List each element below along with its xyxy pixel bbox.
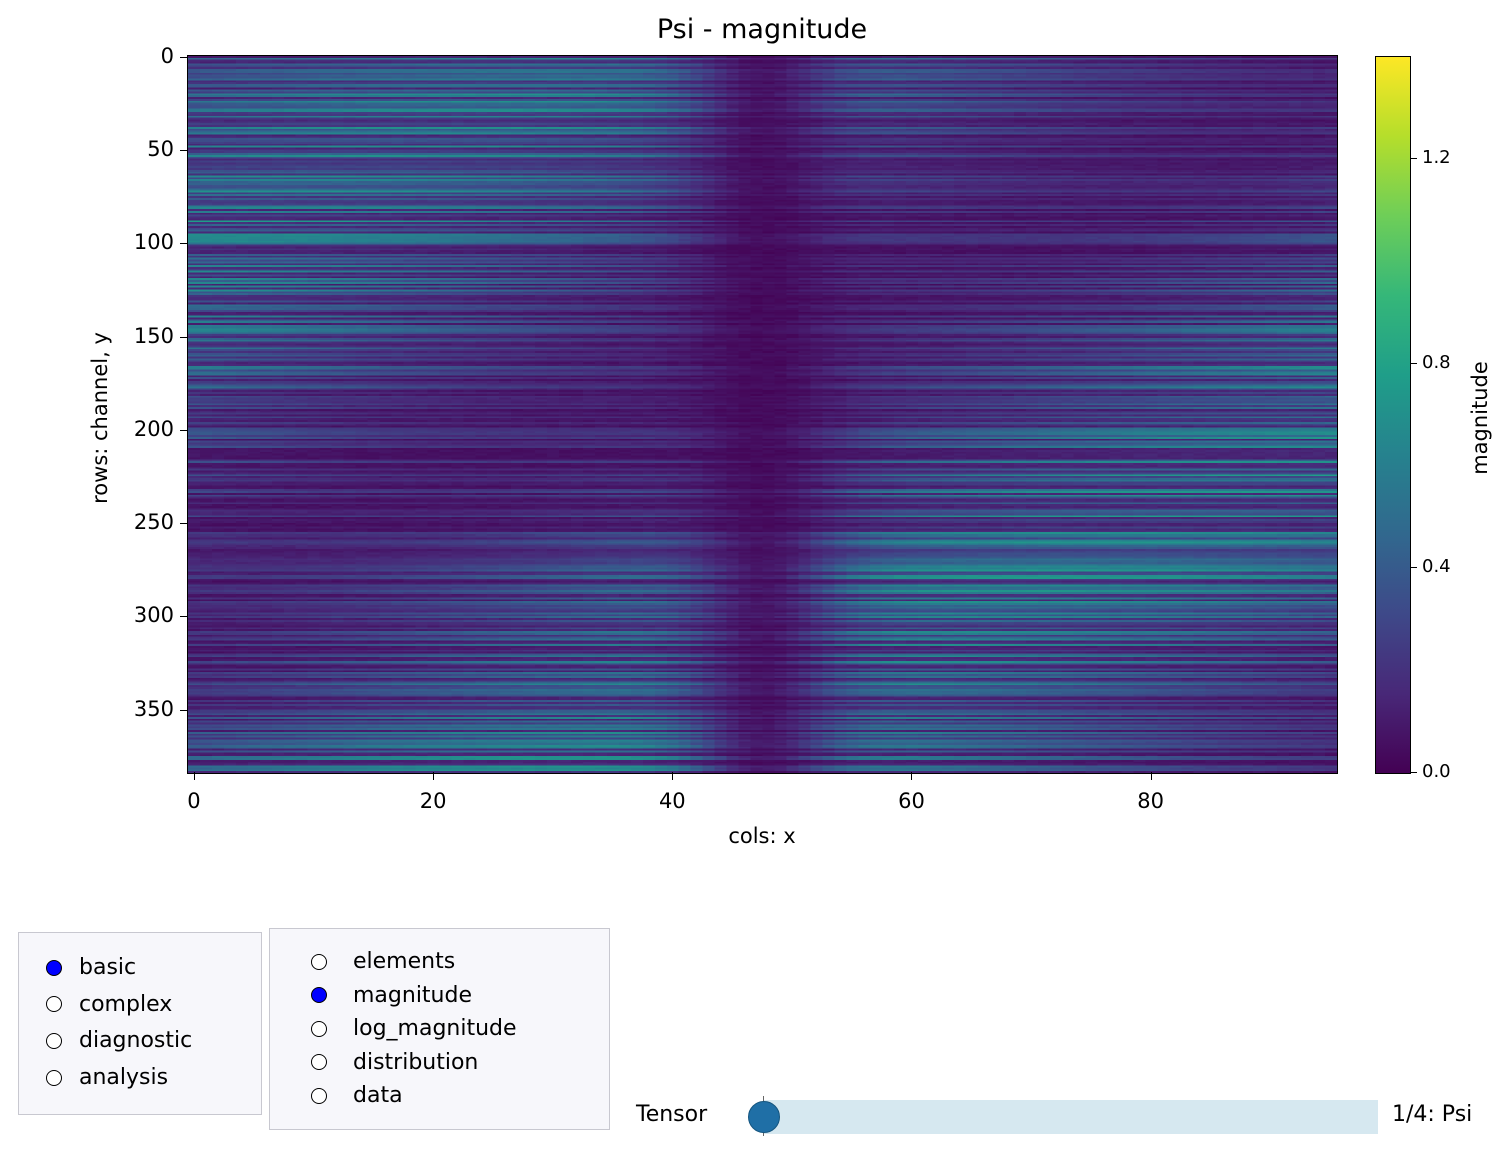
y-tick-label: 0 bbox=[160, 43, 174, 68]
radio-label: analysis bbox=[79, 1065, 169, 1091]
radio-button-icon[interactable] bbox=[46, 1069, 62, 1086]
x-tick-label: 60 bbox=[898, 789, 925, 813]
plot-radio-magnitude[interactable]: magnitude bbox=[311, 983, 472, 1008]
plot-radio-distribution[interactable]: distribution bbox=[311, 1050, 478, 1075]
y-tick-mark bbox=[180, 429, 188, 431]
x-tick-mark bbox=[193, 772, 195, 780]
tensor-slider-track[interactable] bbox=[764, 1100, 1378, 1134]
radio-button-icon[interactable] bbox=[311, 1087, 327, 1104]
x-tick-mark bbox=[1150, 772, 1152, 780]
x-tick-mark bbox=[911, 772, 913, 780]
x-tick-mark bbox=[433, 772, 435, 780]
plot-radio-log-magnitude[interactable]: log_magnitude bbox=[311, 1016, 517, 1041]
radio-button-icon[interactable] bbox=[46, 959, 62, 976]
radio-label: magnitude bbox=[353, 982, 473, 1008]
radio-label: diagnostic bbox=[79, 1028, 193, 1054]
y-tick-mark bbox=[180, 56, 188, 58]
y-tick-label: 250 bbox=[133, 510, 174, 535]
y-tick-mark bbox=[180, 336, 188, 338]
x-tick-label: 0 bbox=[187, 789, 201, 813]
radio-button-icon[interactable] bbox=[311, 953, 327, 970]
radio-button-icon[interactable] bbox=[311, 987, 327, 1004]
colorbar-tick-label: 0.4 bbox=[1422, 556, 1451, 578]
radio-button-icon[interactable] bbox=[46, 1032, 62, 1049]
y-tick-label: 300 bbox=[133, 603, 174, 628]
tensor-slider-handle[interactable] bbox=[748, 1101, 780, 1133]
radio-button-icon[interactable] bbox=[311, 1020, 327, 1037]
y-tick-label: 200 bbox=[133, 416, 174, 441]
plot-radio-elements[interactable]: elements bbox=[311, 949, 455, 974]
radio-label: basic bbox=[79, 955, 137, 980]
y-tick-label: 100 bbox=[133, 230, 174, 255]
y-axis-label: rows: channel, y bbox=[88, 332, 112, 504]
x-tick-label: 40 bbox=[658, 789, 686, 813]
tensor-slider-label: Tensor bbox=[636, 1102, 708, 1127]
chart-title: Psi - magnitude bbox=[656, 14, 868, 45]
colorbar-tick-mark bbox=[1410, 362, 1417, 364]
x-tick-mark bbox=[672, 772, 674, 780]
y-tick-mark bbox=[180, 150, 188, 152]
radio-label: complex bbox=[79, 991, 173, 1017]
x-tick-label: 80 bbox=[1137, 789, 1165, 813]
y-tick-mark bbox=[180, 616, 188, 618]
view-radio-basic[interactable]: basic bbox=[46, 955, 136, 980]
radio-button-icon[interactable] bbox=[311, 1054, 327, 1071]
view-radio-diagnostic[interactable]: diagnostic bbox=[46, 1028, 192, 1053]
view-radio-analysis[interactable]: analysis bbox=[46, 1065, 168, 1090]
colorbar-tick-mark bbox=[1410, 567, 1417, 569]
radio-button-icon[interactable] bbox=[46, 996, 62, 1013]
radio-label: data bbox=[353, 1083, 403, 1109]
view-radio-complex[interactable]: complex bbox=[46, 992, 172, 1017]
radio-label: elements bbox=[353, 949, 456, 974]
colorbar-tick-label: 1.2 bbox=[1422, 147, 1451, 169]
colorbar-tick-mark bbox=[1410, 158, 1417, 160]
colorbar-tick-mark bbox=[1410, 772, 1417, 773]
radio-label: log_magnitude bbox=[353, 1016, 517, 1042]
colorbar bbox=[1375, 56, 1411, 774]
y-tick-mark bbox=[180, 243, 188, 245]
colorbar-tick-label: 0.8 bbox=[1422, 351, 1451, 373]
y-tick-mark bbox=[180, 709, 188, 711]
x-tick-label: 20 bbox=[419, 789, 447, 813]
plot-radio-data[interactable]: data bbox=[311, 1083, 403, 1108]
tensor-slider-value: 1/4: Psi bbox=[1392, 1102, 1473, 1127]
colorbar-label: magnitude bbox=[1468, 361, 1492, 475]
x-axis-label: cols: x bbox=[728, 824, 796, 848]
y-tick-label: 50 bbox=[147, 137, 174, 162]
radio-label: distribution bbox=[353, 1049, 479, 1075]
heatmap-image[interactable] bbox=[188, 56, 1337, 773]
y-tick-label: 350 bbox=[133, 696, 174, 721]
y-tick-label: 150 bbox=[133, 323, 174, 348]
colorbar-tick-label: 0.0 bbox=[1422, 761, 1451, 782]
y-tick-mark bbox=[180, 523, 188, 525]
